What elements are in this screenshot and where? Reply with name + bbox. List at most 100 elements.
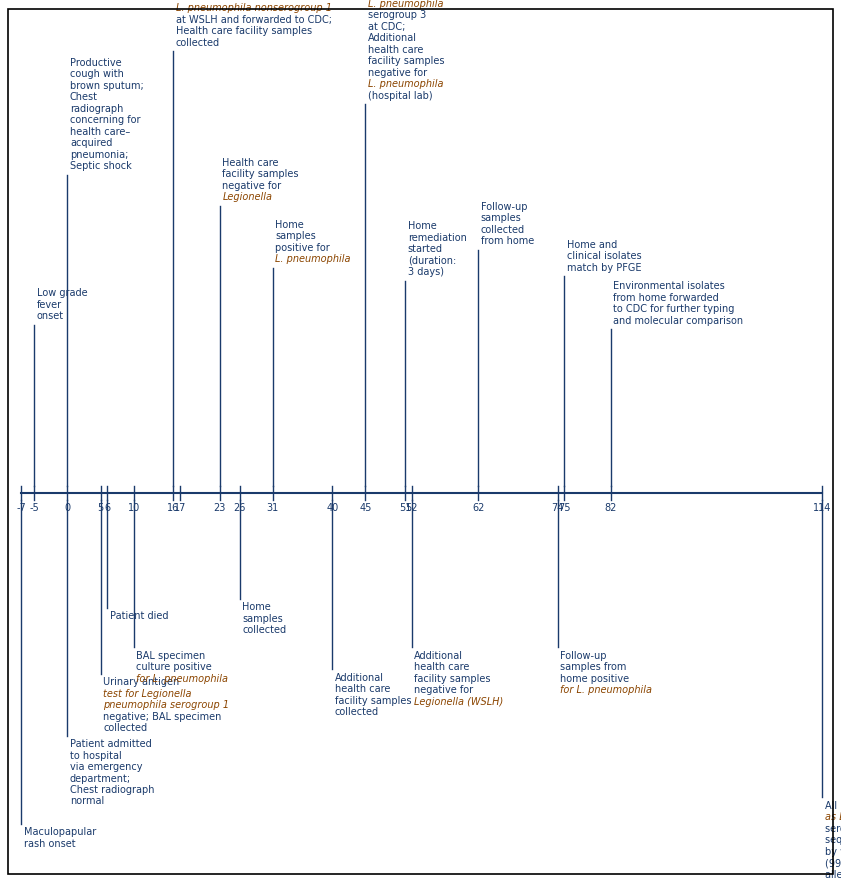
Text: match by PFGE: match by PFGE	[567, 263, 641, 273]
Text: allele content: allele content	[825, 870, 841, 879]
Text: (duration:: (duration:	[408, 256, 456, 266]
Text: started: started	[408, 245, 442, 254]
Text: among isolates): among isolates)	[825, 881, 841, 883]
Text: Additional: Additional	[335, 673, 383, 683]
Text: 75: 75	[558, 503, 570, 513]
Text: 45: 45	[359, 503, 372, 513]
Text: facility samples: facility samples	[368, 57, 445, 66]
Text: identified as: identified as	[176, 0, 236, 2]
Text: pneumonia;: pneumonia;	[70, 150, 129, 160]
Text: 40: 40	[326, 503, 338, 513]
Text: Low grade: Low grade	[37, 289, 87, 298]
Text: brown sputum;: brown sputum;	[70, 81, 144, 91]
Text: negative for: negative for	[222, 181, 282, 191]
Text: 82: 82	[605, 503, 616, 513]
Text: Additional: Additional	[368, 34, 417, 43]
Text: 17: 17	[174, 503, 186, 513]
Text: All isolates identified: All isolates identified	[825, 801, 841, 811]
Text: to hospital: to hospital	[70, 751, 122, 760]
Text: from home forwarded: from home forwarded	[613, 293, 719, 303]
Text: Productive: Productive	[70, 58, 122, 68]
Text: 3 days): 3 days)	[408, 268, 444, 277]
Text: Legionella: Legionella	[222, 192, 272, 202]
Text: for L. pneumophila: for L. pneumophila	[136, 674, 228, 683]
Text: L. pneumophila: L. pneumophila	[368, 0, 443, 9]
Text: health care: health care	[415, 662, 470, 672]
Text: sequence type 93: sequence type 93	[825, 835, 841, 845]
Text: Septic shock: Septic shock	[70, 162, 132, 171]
Text: Patient died: Patient died	[109, 611, 168, 621]
Text: negative for: negative for	[415, 685, 473, 695]
Text: collected: collected	[335, 707, 379, 717]
Text: positive for: positive for	[275, 243, 330, 253]
Text: samples: samples	[242, 614, 283, 623]
Text: 10: 10	[128, 503, 140, 513]
Text: Chest: Chest	[70, 93, 98, 102]
Text: Urinary antigen: Urinary antigen	[103, 677, 179, 687]
Text: onset: onset	[37, 312, 64, 321]
Text: 5: 5	[98, 503, 103, 513]
Text: at WSLH and forwarded to CDC;: at WSLH and forwarded to CDC;	[176, 15, 332, 25]
Text: samples: samples	[480, 214, 521, 223]
Text: as L. pneumophila: as L. pneumophila	[825, 812, 841, 822]
Text: from home: from home	[480, 237, 534, 246]
Text: 31: 31	[267, 503, 279, 513]
Text: 23: 23	[214, 503, 226, 513]
Text: for L. pneumophila: for L. pneumophila	[560, 685, 652, 695]
Text: health care: health care	[368, 45, 423, 55]
Text: Chest radiograph: Chest radiograph	[70, 785, 155, 795]
Text: (hospital lab): (hospital lab)	[368, 91, 432, 101]
Text: Health care facility samples: Health care facility samples	[176, 26, 312, 36]
Text: 6: 6	[104, 503, 110, 513]
Text: collected: collected	[480, 225, 525, 235]
Text: test for Legionella: test for Legionella	[103, 689, 192, 698]
Text: normal: normal	[70, 796, 104, 806]
Text: 16: 16	[167, 503, 179, 513]
Text: 74: 74	[552, 503, 563, 513]
Text: acquired: acquired	[70, 139, 113, 148]
Text: collected: collected	[176, 38, 220, 48]
Text: rash onset: rash onset	[24, 839, 75, 849]
Text: facility samples: facility samples	[335, 696, 411, 706]
Text: Home: Home	[408, 222, 436, 231]
Text: serogroup 3: serogroup 3	[368, 11, 426, 20]
Text: BAL specimen: BAL specimen	[136, 651, 205, 660]
Text: fever: fever	[37, 300, 62, 310]
Text: concerning for: concerning for	[70, 116, 140, 125]
Text: (99.7% shared: (99.7% shared	[825, 858, 841, 868]
Text: health care: health care	[335, 684, 390, 694]
Text: to CDC for further typing: to CDC for further typing	[613, 305, 734, 314]
Text: Home: Home	[275, 220, 304, 230]
Text: Maculopapular: Maculopapular	[24, 827, 96, 837]
Text: pneumophila serogroup 1: pneumophila serogroup 1	[103, 700, 229, 710]
Text: Additional: Additional	[415, 651, 463, 660]
Text: Environmental isolates: Environmental isolates	[613, 282, 725, 291]
Text: Follow-up: Follow-up	[480, 202, 527, 212]
Text: serogroup 3,: serogroup 3,	[825, 824, 841, 834]
Text: radiograph: radiograph	[70, 104, 124, 114]
Text: Follow-up: Follow-up	[560, 651, 606, 660]
Text: and molecular comparison: and molecular comparison	[613, 316, 743, 326]
Text: -7: -7	[16, 503, 26, 513]
Text: L. pneumophila nonserogroup 1: L. pneumophila nonserogroup 1	[176, 4, 332, 13]
Text: 51: 51	[399, 503, 411, 513]
Text: 114: 114	[813, 503, 832, 513]
Text: Patient admitted: Patient admitted	[70, 739, 151, 749]
Text: Home: Home	[242, 602, 271, 612]
Text: at CDC;: at CDC;	[368, 22, 405, 32]
Text: Home and: Home and	[567, 240, 617, 250]
Text: clinical isolates: clinical isolates	[567, 252, 642, 261]
Text: 52: 52	[405, 503, 418, 513]
Text: Health care: Health care	[222, 158, 278, 168]
Text: remediation: remediation	[408, 233, 467, 243]
Text: 26: 26	[234, 503, 246, 513]
Text: samples: samples	[275, 231, 316, 241]
Text: facility samples: facility samples	[222, 170, 299, 179]
Text: L. pneumophila: L. pneumophila	[275, 254, 351, 264]
Text: collected: collected	[242, 625, 286, 635]
Text: home positive: home positive	[560, 674, 629, 683]
Text: -5: -5	[29, 503, 40, 513]
Text: negative for: negative for	[368, 68, 427, 78]
Text: department;: department;	[70, 774, 131, 783]
Text: cough with: cough with	[70, 70, 124, 79]
